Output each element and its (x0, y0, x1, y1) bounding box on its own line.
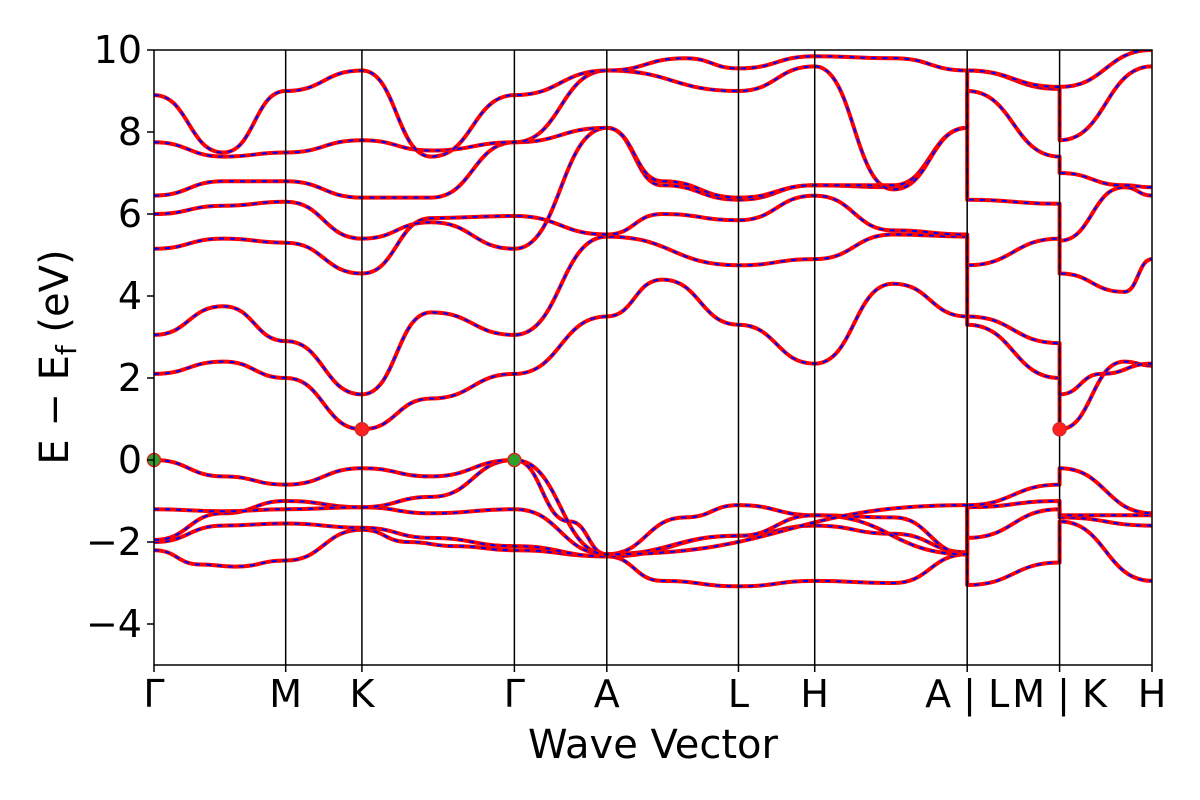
y-axis-ticks: −4 −2 0 2 4 6 8 10 (86, 28, 154, 646)
k-point-lines (284, 50, 1061, 665)
x-tick-label-5: L (728, 672, 749, 716)
band-line-dashed-6 (154, 233, 1152, 396)
band-line-dashed-10 (154, 65, 1152, 191)
x-tick-label-4: A (594, 672, 620, 716)
band-line-dashed-8 (154, 126, 1152, 250)
band-line-10 (154, 64, 1152, 192)
x-tick-label-8: M | K (1012, 672, 1108, 717)
y-tick-label-3: 2 (118, 356, 142, 400)
band-line-dashed-4 (154, 458, 968, 556)
y-tick-label-2: 0 (118, 438, 142, 482)
x-tick-label-2: K (349, 672, 375, 716)
plot-frame (153, 49, 1153, 666)
y-axis-label-main: E − E (32, 355, 78, 465)
band-line-dashed-1 (154, 508, 1152, 558)
y-tick-label-6: 8 (118, 110, 142, 154)
y-tick-label-1: −2 (86, 520, 142, 564)
x-tick-label-7: A | L (925, 672, 1009, 717)
band-line-dashed-2 (154, 499, 1152, 556)
y-tick-label-7: 10 (94, 28, 142, 72)
band-line-dashed-5 (154, 278, 1152, 431)
y-tick-label-5: 6 (118, 192, 142, 236)
band-line-8 (154, 125, 1152, 251)
band-line-5 (154, 277, 1152, 432)
band-line-dashed-3 (154, 458, 1152, 556)
band-line-4 (154, 458, 968, 557)
y-axis-label-sub: f (50, 344, 83, 355)
x-tick-label-3: Γ (504, 672, 525, 716)
extremum-marker-3 (1052, 422, 1067, 437)
y-axis-label-unit: (eV) (32, 249, 78, 345)
extremum-marker-2 (354, 422, 370, 437)
y-tick-label-4: 4 (118, 274, 142, 318)
band-line-11 (154, 50, 1152, 159)
band-line-dashed-11 (154, 50, 1152, 158)
band-line-dashed-0 (154, 520, 1152, 588)
x-tick-label-6: H (800, 672, 829, 716)
x-tick-label-9: H (1138, 672, 1167, 716)
y-tick-label-0: −4 (86, 602, 142, 646)
y-axis-label: E − Ef (eV) (32, 249, 83, 464)
x-axis-label: Wave Vector (528, 722, 779, 768)
x-tick-label-0: Γ (143, 672, 164, 716)
x-tick-label-1: M (269, 672, 302, 716)
bands-layer (154, 50, 1152, 589)
extremum-marker-1 (507, 452, 522, 468)
